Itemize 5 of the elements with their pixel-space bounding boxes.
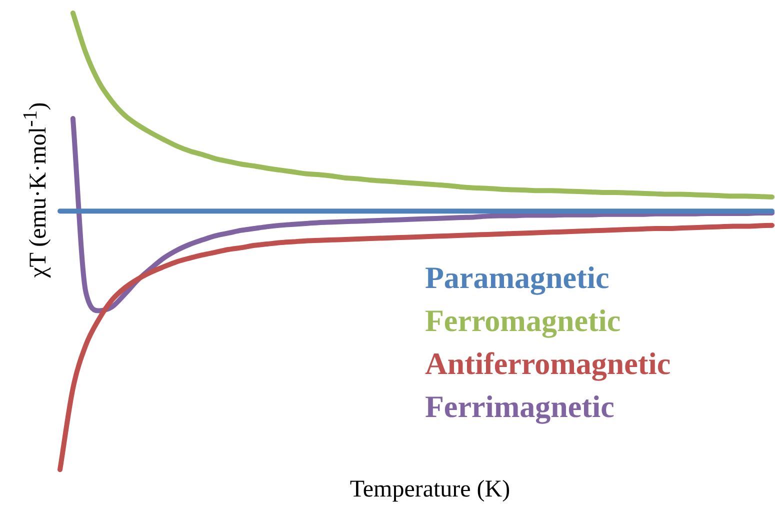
x-axis-title: Temperature (K) [350,476,510,504]
text: Ferromagnetic [425,302,622,340]
text: Ferrimagnetic [425,388,616,426]
text: Antiferromagnetic [425,345,671,383]
series-label: Paramagnetic [425,259,610,297]
